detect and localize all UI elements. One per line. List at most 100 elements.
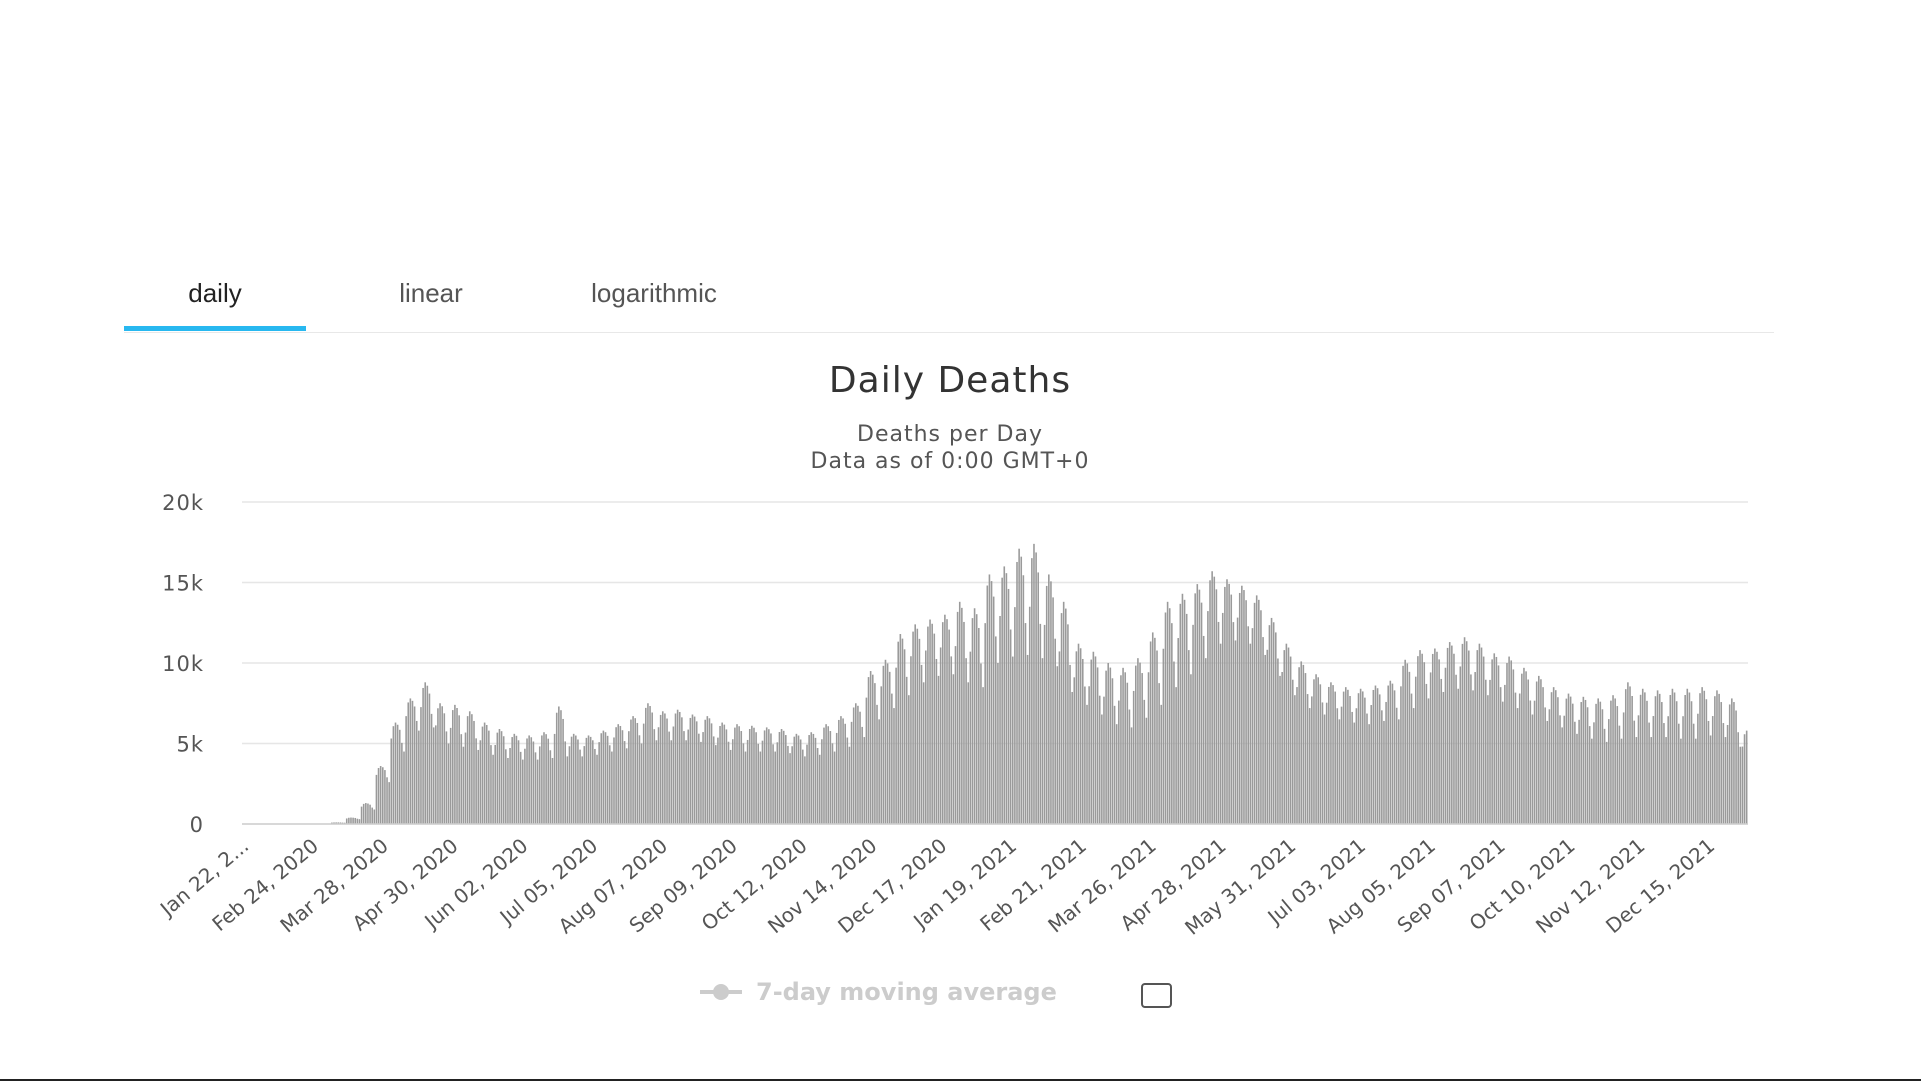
bar [1035,552,1037,824]
bar [1317,677,1319,824]
bar [876,704,878,824]
bar [1313,679,1315,824]
bar [939,647,942,824]
bar [1050,581,1052,824]
bar [1552,687,1555,824]
bar [710,723,713,825]
bar [956,611,959,824]
bar [986,585,989,824]
bar [577,739,579,824]
bar [1090,659,1093,824]
bar [1658,693,1661,824]
bar [903,649,906,824]
bar [1094,656,1097,824]
bar [1711,716,1714,824]
bar [1251,628,1254,824]
bar [454,704,456,824]
bar [1075,651,1078,824]
bar [1177,638,1180,824]
tab-daily[interactable]: daily [124,278,306,330]
bar [1512,669,1515,824]
bar [816,748,819,824]
bottom-border [0,1079,1921,1081]
bar [863,737,866,824]
bar [1372,689,1375,824]
bar [946,619,948,824]
bar [521,759,524,824]
legend-item-moving-average[interactable]: 7-day moving average [700,975,1057,1009]
bar [1361,691,1364,824]
bar [1043,624,1046,824]
bar [1533,700,1536,824]
tab-linear[interactable]: linear [356,278,506,330]
bar [1694,738,1697,824]
bar [1026,654,1029,824]
bar [430,713,433,824]
bar [507,757,509,824]
bar [653,729,656,824]
bar [1707,720,1710,824]
bar [1045,585,1048,824]
bar [502,736,505,824]
bar [1720,702,1723,824]
bar [1616,706,1619,824]
bar [780,729,783,824]
bar [1497,665,1500,824]
tab-daily-label: daily [188,278,242,308]
bar [1726,724,1729,824]
bar [1262,637,1264,824]
bar [840,716,842,824]
bar [409,698,412,824]
bar [617,724,620,824]
bar [1079,648,1082,824]
bar [908,695,910,824]
bar [1514,692,1517,824]
bar [1291,679,1294,824]
tab-logarithmic[interactable]: logarithmic [549,278,759,330]
bar [1472,690,1474,824]
bar [1438,659,1440,824]
bar [1648,722,1650,824]
bar [415,720,418,824]
bar [505,749,507,824]
bar [1614,698,1616,824]
bar [553,733,556,824]
bar [933,633,936,824]
bar [509,748,511,824]
bar [519,751,522,824]
bar [823,727,825,824]
bar [1134,665,1137,824]
bar [958,601,961,824]
bar [1355,708,1358,824]
bar [715,745,717,824]
bar [1510,660,1513,824]
bar [1442,691,1445,824]
bar [630,719,632,824]
bar [379,766,382,824]
bar [632,716,634,824]
moving-average-checkbox[interactable] [1141,983,1172,1008]
bar [1200,602,1203,825]
bar [1028,606,1031,824]
bar [526,738,528,824]
y-tick-label: 0 [190,813,204,837]
bar [1487,695,1489,824]
bar [1198,589,1201,824]
bar [1221,612,1224,824]
legend-label: 7-day moving average [756,978,1057,1006]
bar [727,741,730,824]
bar [1680,738,1682,824]
bar [581,756,583,824]
bar [1304,673,1307,824]
bar [1277,658,1279,824]
bar [1440,678,1443,824]
bar [1171,623,1173,824]
bar [833,751,836,824]
bar [935,658,938,824]
bar [1289,656,1292,824]
bar [1470,674,1472,824]
bar [1584,699,1587,824]
bar [740,731,743,824]
bar [1279,675,1281,824]
